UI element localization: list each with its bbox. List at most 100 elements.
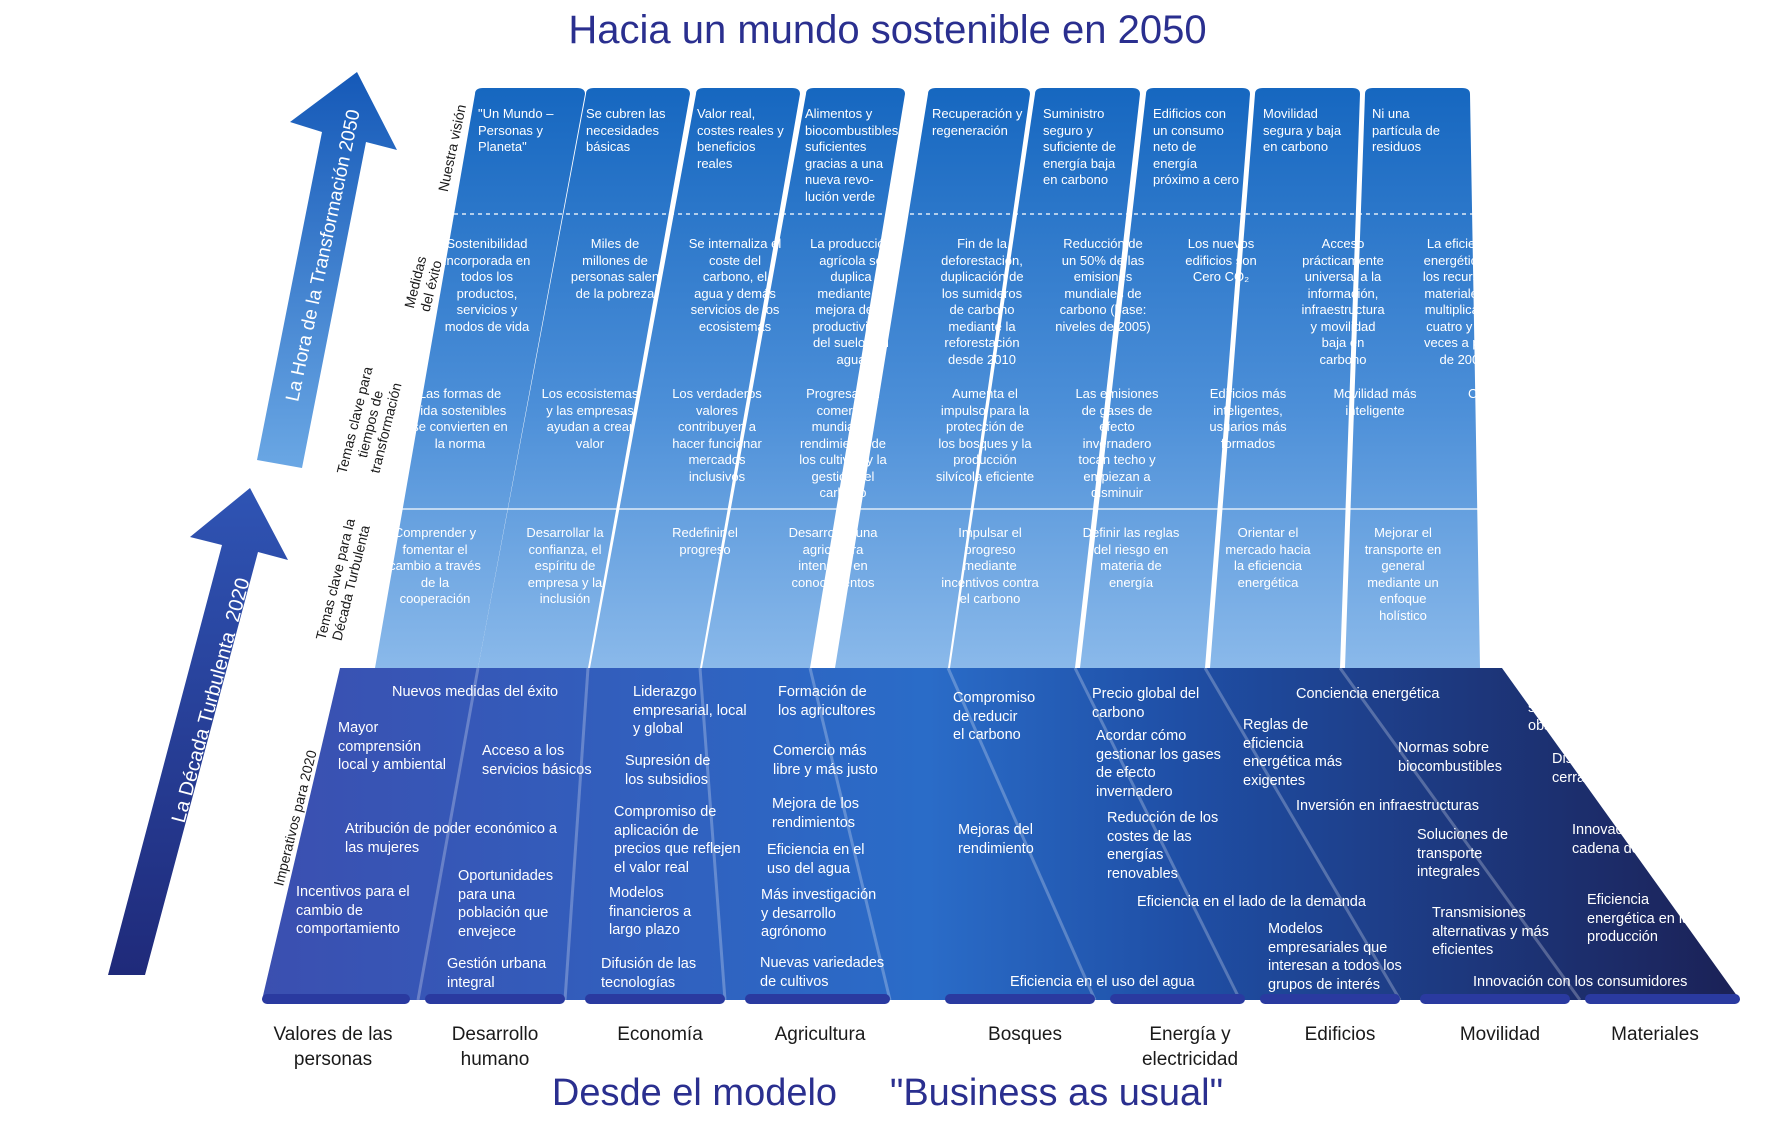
imperative-item: Normas sobre biocombustibles: [1398, 740, 1502, 775]
measures-cell: Sostenibilidad incorporada en todos los …: [443, 236, 531, 334]
imperative-item: Inversión en infraestructuras: [1296, 798, 1479, 814]
column-foot: [1585, 994, 1740, 1004]
imperative-item: Oportunidades para una población que env…: [458, 868, 554, 940]
top-title: Hacia un mundo sostenible en 2050: [568, 8, 1207, 52]
column-label: Agricultura: [774, 1024, 866, 1045]
measures-cell: La eficiencia energética de los recursos…: [1422, 236, 1504, 367]
column-foot: [1420, 994, 1570, 1004]
column-band: [835, 88, 1030, 668]
imperative-item: Mayor comprensión local y ambiental: [338, 720, 446, 773]
imperative-item: Mejora de los rendimientos: [772, 796, 860, 831]
imperative-item: Liderazgo empresarial, local y global: [633, 684, 747, 737]
transformation-cell: Progresan el comercio mundial, el rendim…: [799, 386, 887, 500]
column-foot: [1260, 994, 1400, 1004]
column-foot: [425, 994, 565, 1004]
imperative-item: Reducción de los costes de las energías …: [1107, 810, 1219, 882]
column-band: [478, 88, 690, 668]
transformation-cell: Aumenta el impulso para la protección de…: [935, 386, 1035, 484]
vision-cell: Ni una partícula de residuos: [1372, 106, 1440, 154]
measures-cell: Miles de millones de personas salen de l…: [570, 236, 660, 301]
imperative-item: Conciencia energética: [1296, 686, 1440, 702]
turbulent-cell: Redefinir el progreso: [672, 525, 738, 557]
imperative-item: Acceso a los servicios básicos: [482, 743, 592, 778]
column-label: Bosques: [988, 1024, 1062, 1045]
imperative-item: Gestión urbana integral: [447, 956, 547, 991]
imperatives-separator: [1203, 667, 1402, 1001]
imperative-item: Mejoras del rendimiento: [958, 822, 1034, 857]
column-label: Energía y electricidad: [1141, 1024, 1239, 1070]
imperative-item: Reglas de eficiencia energética más exig…: [1243, 717, 1343, 789]
measures-cell: La producción agrícola se duplica median…: [810, 236, 892, 367]
imperative-item: Supresión de los subsidios: [625, 753, 711, 788]
turbulent-arrow: [108, 488, 288, 975]
measures-cell: Se internaliza el coste del carbono, el …: [688, 236, 782, 334]
column-label: Edificios: [1304, 1024, 1376, 1045]
imperative-item: Formación de los agricultores: [778, 684, 876, 719]
imperatives-background: [262, 668, 1740, 1000]
turbulent-cell: Definir las reglas del riesgo en materia…: [1082, 525, 1180, 590]
column-band: [950, 88, 1140, 668]
imperative-item: Incentivos para el cambio de comportamie…: [296, 884, 410, 937]
column-foot: [262, 994, 410, 1004]
turbulent-cell: Mejorar el transporte en general mediant…: [1364, 525, 1442, 623]
imperative-item: Eficiencia en el lado de la demanda: [1137, 894, 1366, 910]
imperatives-separator: [946, 667, 1097, 1001]
imperative-item: Eficiencia energética en la producción: [1587, 892, 1691, 945]
imperatives-separator: [698, 667, 727, 1001]
imperatives-separator: [1338, 667, 1582, 1001]
imperative-item: Acordar cómo gestionar los gases de efec…: [1096, 728, 1221, 800]
columns-layer: [375, 88, 1480, 668]
imperative-item: Soluciones de transporte integrales: [1417, 827, 1509, 880]
vision-cell: Edificios con un consumo neto de energía…: [1153, 106, 1239, 187]
imperative-item: Innovación con los consumidores: [1473, 974, 1688, 990]
imperative-item: Compromiso de reducir el carbono: [953, 690, 1036, 743]
transformation-cell: Cerrando el ciclo: [1468, 386, 1536, 418]
imperative-item: Eficiencia en el uso del agua: [1010, 974, 1195, 990]
column-foot: [945, 994, 1095, 1004]
column-foot: [585, 994, 725, 1004]
imperatives-separator: [416, 667, 480, 1001]
column-band: [375, 88, 585, 668]
transformation-cell: Las formas de vida sostenibles se convie…: [412, 386, 508, 451]
column-foot: [745, 994, 890, 1004]
vision-cell: Se cubren las necesidades básicas: [586, 106, 666, 154]
column-band: [702, 88, 905, 668]
imperative-item: Atribución de poder económico a las muje…: [345, 821, 557, 856]
imperative-item: Difusión de las tecnologías: [601, 956, 697, 991]
column-band: [1210, 88, 1360, 668]
vision-cell: Valor real, costes reales y beneficios r…: [697, 106, 784, 171]
vision-cell: Alimentos y biocombustibles suficientes …: [805, 106, 899, 204]
column-label: Materiales: [1611, 1024, 1699, 1045]
imperatives-separator: [1073, 667, 1242, 1001]
imperative-item: Precio global del carbono: [1092, 686, 1200, 721]
imperative-item: Los vertederos se quedan obsoletos: [1528, 681, 1624, 734]
column-label: Desarrollo humano: [451, 1024, 539, 1070]
column-label: Movilidad: [1459, 1024, 1541, 1045]
column-foot: [1110, 994, 1245, 1004]
imperative-item: Comercio más libre y más justo: [773, 743, 878, 778]
imperative-item: Modelos empresariales que interesan a to…: [1268, 921, 1402, 993]
transformation-cell: Movilidad más inteligente: [1333, 386, 1417, 418]
transformation-cell: Las emisiones de gases de efecto inverna…: [1075, 386, 1159, 500]
vision-cell: "Un Mundo – Personas y Planeta": [478, 106, 554, 154]
imperatives-band: [262, 667, 1740, 1004]
vision-cell: Suministro seguro y suficiente de energí…: [1043, 106, 1116, 187]
imperative-item: Eficiencia en el uso del agua: [767, 842, 865, 877]
column-label: Valores de las personas: [273, 1024, 393, 1070]
imperative-item: Nuevas variedades de cultivos: [760, 955, 885, 990]
measures-cell: Fin de la deforestación, duplicación de …: [940, 236, 1024, 367]
imperative-item: Más investigación y desarrollo agrónomo: [761, 887, 877, 940]
turbulent-cell: Desarrollar una agricultura intensiva en…: [788, 525, 878, 590]
imperative-item: Diseño en ciclo cerrado: [1552, 751, 1651, 786]
arrows-layer: [108, 72, 397, 975]
imperative-item: Innovación en la cadena de valor: [1572, 822, 1678, 857]
measures-cell: Acceso prácticamente universal a la info…: [1301, 236, 1385, 367]
transformation-cell: Los ecosistemas y las empresas ayudan a …: [541, 386, 639, 451]
column-band: [1345, 88, 1480, 668]
imperative-item: Transmisiones alternativas y más eficien…: [1432, 905, 1549, 958]
imperatives-separator: [563, 667, 590, 1001]
row-dividers: [395, 213, 1500, 510]
transformation-cell: Edificios más inteligentes, usuarios más…: [1209, 386, 1287, 451]
